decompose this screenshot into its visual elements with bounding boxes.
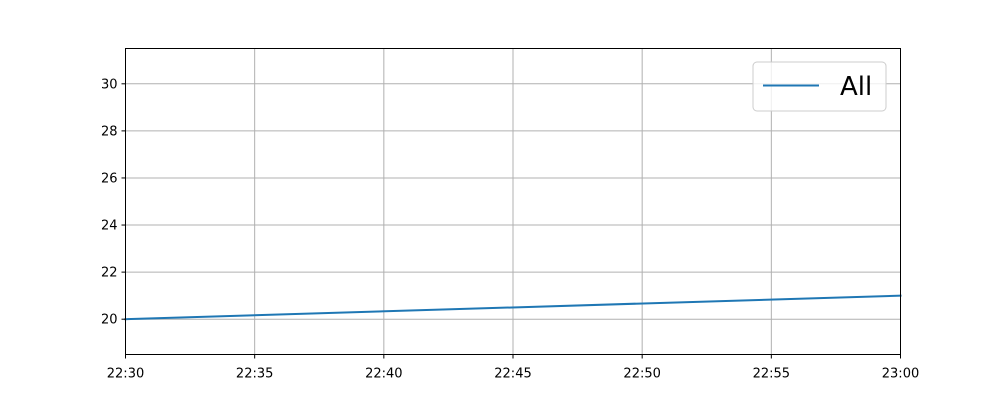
x-tick-label: 22:40 [365,367,402,382]
y-tick-label: 28 [101,124,118,139]
x-tick-label: 23:00 [882,367,919,382]
y-axis: 20 22 24 26 28 30 [101,77,126,328]
x-axis: 22:30 22:35 22:40 22:45 22:50 22:55 23:00 [107,354,919,382]
series-layer [124,294,902,321]
y-tick-label: 24 [101,219,118,234]
legend-box [752,61,887,112]
x-tick-label: 22:50 [623,367,660,382]
y-tick-label: 26 [101,171,118,186]
y-tick-label: 22 [101,266,118,281]
series-line-all [124,294,902,321]
legend: All [752,61,887,112]
y-tick-label: 30 [101,77,118,92]
x-tick-label: 22:35 [236,367,273,382]
x-tick-label: 22:55 [753,367,790,382]
y-tick-label: 20 [101,313,118,328]
x-tick-label: 22:30 [107,367,144,382]
legend-label-all: All [840,72,872,102]
x-tick-label: 22:45 [494,367,531,382]
